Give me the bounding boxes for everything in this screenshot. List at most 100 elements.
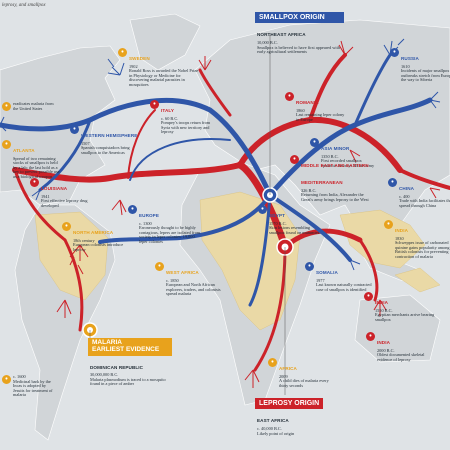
event-text: Returning from India, Alexander the Grea… bbox=[301, 192, 369, 202]
leprosy-origin-region: EAST AFRICA bbox=[257, 418, 289, 424]
event-title: LOUISIANA bbox=[41, 186, 68, 191]
malaria-icon: • bbox=[268, 358, 277, 367]
event-text: First effective leprosy drug developed bbox=[41, 198, 88, 208]
event-text: Spanish conquistadors bring smallpox to … bbox=[81, 145, 130, 155]
event-title: AFRICA bbox=[279, 366, 297, 371]
event-text: Trade with India facilitates the spread … bbox=[399, 198, 450, 208]
event-date: 1507 bbox=[81, 140, 90, 146]
smallpox-icon: • bbox=[390, 48, 399, 57]
event-africa-child: • AFRICA 2009 A child dies of malaria every… bbox=[268, 358, 334, 388]
malaria-icon: • bbox=[118, 48, 127, 57]
smallpox-icon: • bbox=[258, 205, 267, 214]
event-date: c. 1600 bbox=[13, 374, 26, 379]
event-text: Egyptian merchants arrive bearing smallp… bbox=[375, 312, 435, 322]
australia-land bbox=[354, 294, 441, 363]
event-title: WESTERN HEMISPHERE bbox=[81, 133, 138, 138]
event-text: Erroneously thought to be highly contagi… bbox=[139, 225, 201, 244]
event-somalia: • SOMALIA 1977 Last known naturally contrac… bbox=[305, 262, 378, 292]
malaria-origin: MALARIA EARLIEST EVIDENCE DOMINICAN REPU… bbox=[88, 338, 172, 388]
event-title: ITALY bbox=[161, 108, 175, 113]
greenland-land bbox=[129, 13, 201, 71]
event-nobel: • SWEDEN 1902 Ronald Ross is awarded the No… bbox=[118, 48, 199, 87]
leprosy-origin: LEPROSY ORIGIN EAST AFRICA c. 40,000 B.C… bbox=[255, 398, 324, 437]
malaria-origin-title: MALARIA EARLIEST EVIDENCE bbox=[88, 338, 172, 356]
event-text: Oldest documented skeletal evidence of l… bbox=[377, 352, 425, 362]
event-date: 1902 bbox=[129, 63, 138, 69]
smallpox-origin-date: 10,000 B.C. bbox=[257, 40, 278, 46]
leprosy-icon: • bbox=[364, 292, 373, 301]
event-title: ROMANIA bbox=[296, 100, 319, 105]
event-europe: • EUROPE c. 1300 Erroneously thought to be … bbox=[128, 205, 201, 244]
event-title: INDIA bbox=[375, 300, 389, 305]
leprosy-icon: • bbox=[366, 332, 375, 341]
event-text: eradicates malaria from the United State… bbox=[13, 101, 54, 111]
leprosy-branches bbox=[56, 40, 441, 388]
event-india-1550: • INDIA 1550 B.C. Egyptian merchants arrive… bbox=[364, 292, 435, 322]
event-text: Last known naturally contracted case of … bbox=[316, 282, 372, 292]
event-title: EGYPT bbox=[269, 213, 286, 218]
event-title: SWEDEN bbox=[129, 56, 150, 61]
event-text: Last remaining leper colony in Europe bbox=[296, 112, 345, 122]
malaria-icon: • bbox=[62, 222, 71, 231]
event-date: 1570 B.C. bbox=[269, 220, 287, 226]
event-title: EUROPE bbox=[139, 213, 160, 218]
event-title: INDIA bbox=[395, 228, 409, 233]
event-date: 1550 B.C. bbox=[375, 307, 393, 313]
event-text: Skin lesions resembling smallpox found o… bbox=[269, 225, 320, 235]
malaria-origin-region: DOMINICAN REPUBLIC bbox=[90, 364, 144, 370]
event-title: RUSSIA bbox=[401, 56, 419, 61]
event-text: A child dies of malaria every thirty sec… bbox=[279, 378, 329, 388]
event-text: Pompey's troops return from Syria with n… bbox=[161, 120, 211, 135]
event-text: Schweppes issue of carbonated quinine ga… bbox=[395, 240, 450, 259]
malaria-origin-text: Malaria plasmodium is traced to a mosqui… bbox=[90, 376, 166, 387]
event-atlanta: • ATLANTA Spread of two remaining stocks o… bbox=[2, 140, 61, 179]
event-text: European colonists introduce leprosy bbox=[73, 242, 124, 252]
event-usa: • eradicates malaria from the United Stat… bbox=[2, 101, 55, 111]
event-title: ASIA MINOR bbox=[321, 146, 350, 151]
event-date: 1860 bbox=[296, 107, 305, 113]
event-date: 326 B.C. bbox=[301, 187, 317, 193]
event-title: ATLANTA bbox=[13, 148, 35, 153]
event-text: First recorded smallpox epidemic destroy… bbox=[321, 158, 375, 168]
event-date: 1350 B.C. bbox=[321, 153, 339, 159]
smallpox-routes bbox=[0, 53, 433, 307]
event-china: • CHINA c. 400 Trade with India facilitates… bbox=[388, 178, 450, 208]
leprosy-routes bbox=[12, 53, 450, 372]
leprosy-icon: • bbox=[285, 92, 294, 101]
event-date: 2000 B.C. bbox=[377, 347, 395, 353]
event-italy: • ITALY c. 60 B.C. Pompey's troops return f… bbox=[150, 100, 216, 135]
event-date: c. 60 B.C. bbox=[161, 115, 179, 121]
event-date: 1977 bbox=[316, 277, 325, 283]
event-date: 18th century bbox=[73, 237, 95, 243]
event-west-africa: • WEST AFRICA c. 1850 European and North Af… bbox=[155, 262, 228, 297]
event-date: 1941 bbox=[41, 193, 50, 199]
malaria-origin-date: 30,000,000 B.C. bbox=[90, 372, 119, 378]
event-louisiana: • LOUISIANA 1941 First effective leprosy dr… bbox=[30, 178, 96, 208]
smallpox-origin-title: SMALLPOX ORIGIN bbox=[255, 12, 344, 24]
malaria-origin-title-1: MALARIA bbox=[92, 339, 122, 346]
event-text: Spread of two remaining stocks of smallp… bbox=[13, 155, 60, 179]
event-title: NORTH AMERICA bbox=[73, 230, 114, 235]
malaria-icon: • bbox=[2, 140, 11, 149]
event-title: INDIA bbox=[377, 340, 391, 345]
event-text: Medicinal bark by the Incas is adopted b… bbox=[13, 378, 53, 397]
event-date: 1830 bbox=[395, 235, 404, 241]
leprosy-icon: • bbox=[30, 178, 39, 187]
event-russia: • RUSSIA 1610 Incidents of major smallpox o… bbox=[390, 48, 450, 83]
event-middle-east: • MIDDLE EAST AND EASTERN MEDITERRANEAN 32… bbox=[290, 155, 373, 202]
leprosy-origin-title: LEPROSY ORIGIN bbox=[255, 398, 324, 410]
leprosy-origin-date: c. 40,000 B.C. bbox=[257, 426, 282, 432]
smallpox-icon: • bbox=[70, 125, 79, 134]
malaria-icon: • bbox=[2, 375, 11, 384]
event-title: MIDDLE EAST AND EASTERN MEDITERRANEAN bbox=[301, 163, 369, 185]
event-text: European and North African explorers, tr… bbox=[166, 282, 221, 297]
event-north-america: • NORTH AMERICA 18th century European colon… bbox=[62, 222, 128, 252]
smallpox-origin-text: Smallpox is believed to have first appea… bbox=[257, 44, 340, 55]
malaria-origin-title-2: EARLIEST EVIDENCE bbox=[92, 345, 160, 353]
event-date: 2009 bbox=[279, 373, 288, 379]
event-west-hemisphere: • WESTERN HEMISPHERE 1507 Spanish conquista… bbox=[70, 125, 143, 155]
smallpox-origin: SMALLPOX ORIGIN NORTHEAST AFRICA 10,000 … bbox=[255, 12, 344, 56]
event-romania: • ROMANIA 1860 Last remaining leper colony … bbox=[285, 92, 348, 122]
smallpox-icon: • bbox=[128, 205, 137, 214]
